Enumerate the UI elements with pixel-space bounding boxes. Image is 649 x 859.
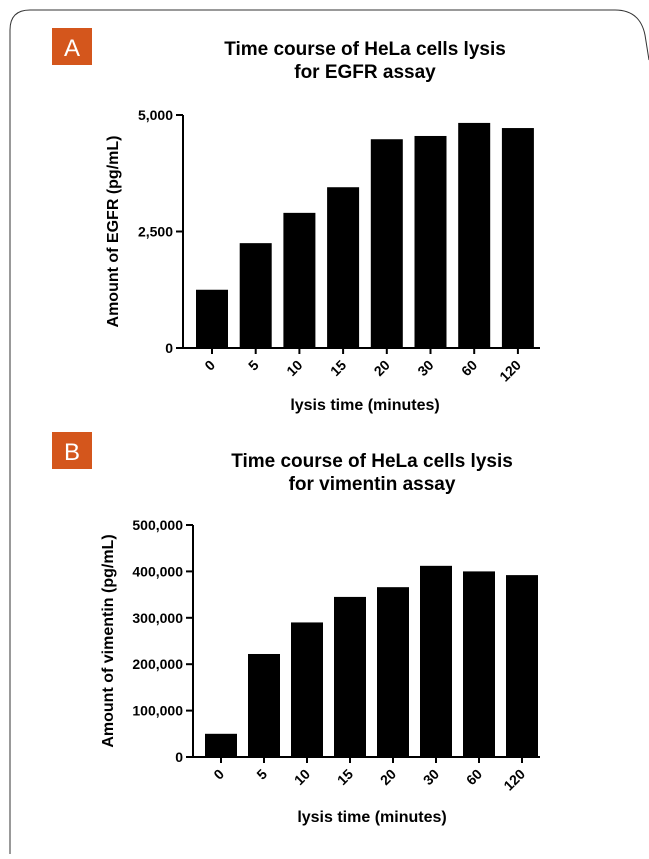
bar [463, 571, 495, 757]
bar [501, 128, 534, 348]
x-tick-label: 120 [500, 766, 528, 794]
frame [9, 9, 649, 854]
bar [196, 289, 228, 348]
bar [420, 565, 452, 757]
panel-label: B [64, 439, 80, 466]
bar [506, 575, 538, 757]
x-tick-label: 5 [245, 357, 262, 374]
y-tick-label: 0 [165, 340, 173, 356]
x-tick-label: 20 [377, 766, 399, 788]
y-tick-label: 300,000 [132, 610, 183, 626]
bar [458, 122, 491, 348]
x-tick-label: 0 [210, 766, 227, 783]
bar [334, 596, 366, 757]
bar [414, 135, 447, 348]
x-tick-label: 60 [463, 766, 485, 788]
chart-title: Time course of HeLa cells lysis [224, 39, 506, 60]
panel-label-box [52, 432, 92, 469]
x-tick-label: 5 [253, 766, 270, 783]
y-tick-label: 100,000 [132, 703, 183, 719]
x-axis-label: lysis time (minutes) [290, 397, 439, 414]
bar [239, 243, 272, 348]
y-axis-label: Amount of vimentin (pg/mL) [100, 534, 117, 747]
x-tick-label: 120 [496, 357, 524, 385]
y-tick-label: 200,000 [132, 656, 183, 672]
bar [248, 653, 280, 757]
y-tick-label: 2,500 [138, 224, 173, 240]
x-axis-label: lysis time (minutes) [297, 809, 446, 826]
x-tick-label: 15 [327, 357, 349, 379]
panel-label-box [52, 28, 92, 65]
panel-label: A [64, 35, 80, 62]
x-tick-label: 10 [283, 357, 305, 379]
chart-title: for vimentin assay [289, 474, 456, 495]
bar [370, 139, 403, 348]
y-axis-label: Amount of EGFR (pg/mL) [105, 136, 122, 328]
x-tick-label: 30 [420, 766, 442, 788]
x-tick-label: 20 [371, 357, 393, 379]
bar [377, 587, 409, 757]
bar [283, 212, 316, 348]
y-tick-label: 400,000 [132, 563, 183, 579]
x-tick-label: 0 [201, 357, 218, 374]
bar [291, 622, 323, 757]
bar [327, 187, 360, 348]
x-tick-label: 15 [334, 766, 356, 788]
y-tick-label: 0 [175, 749, 183, 765]
x-tick-label: 60 [458, 357, 480, 379]
y-tick-label: 5,000 [138, 107, 173, 123]
chart-title: for EGFR assay [294, 62, 436, 83]
chart-title: Time course of HeLa cells lysis [231, 451, 513, 472]
x-tick-label: 30 [414, 357, 436, 379]
x-tick-label: 10 [291, 766, 313, 788]
y-tick-label: 500,000 [132, 517, 183, 533]
bar [205, 733, 237, 757]
